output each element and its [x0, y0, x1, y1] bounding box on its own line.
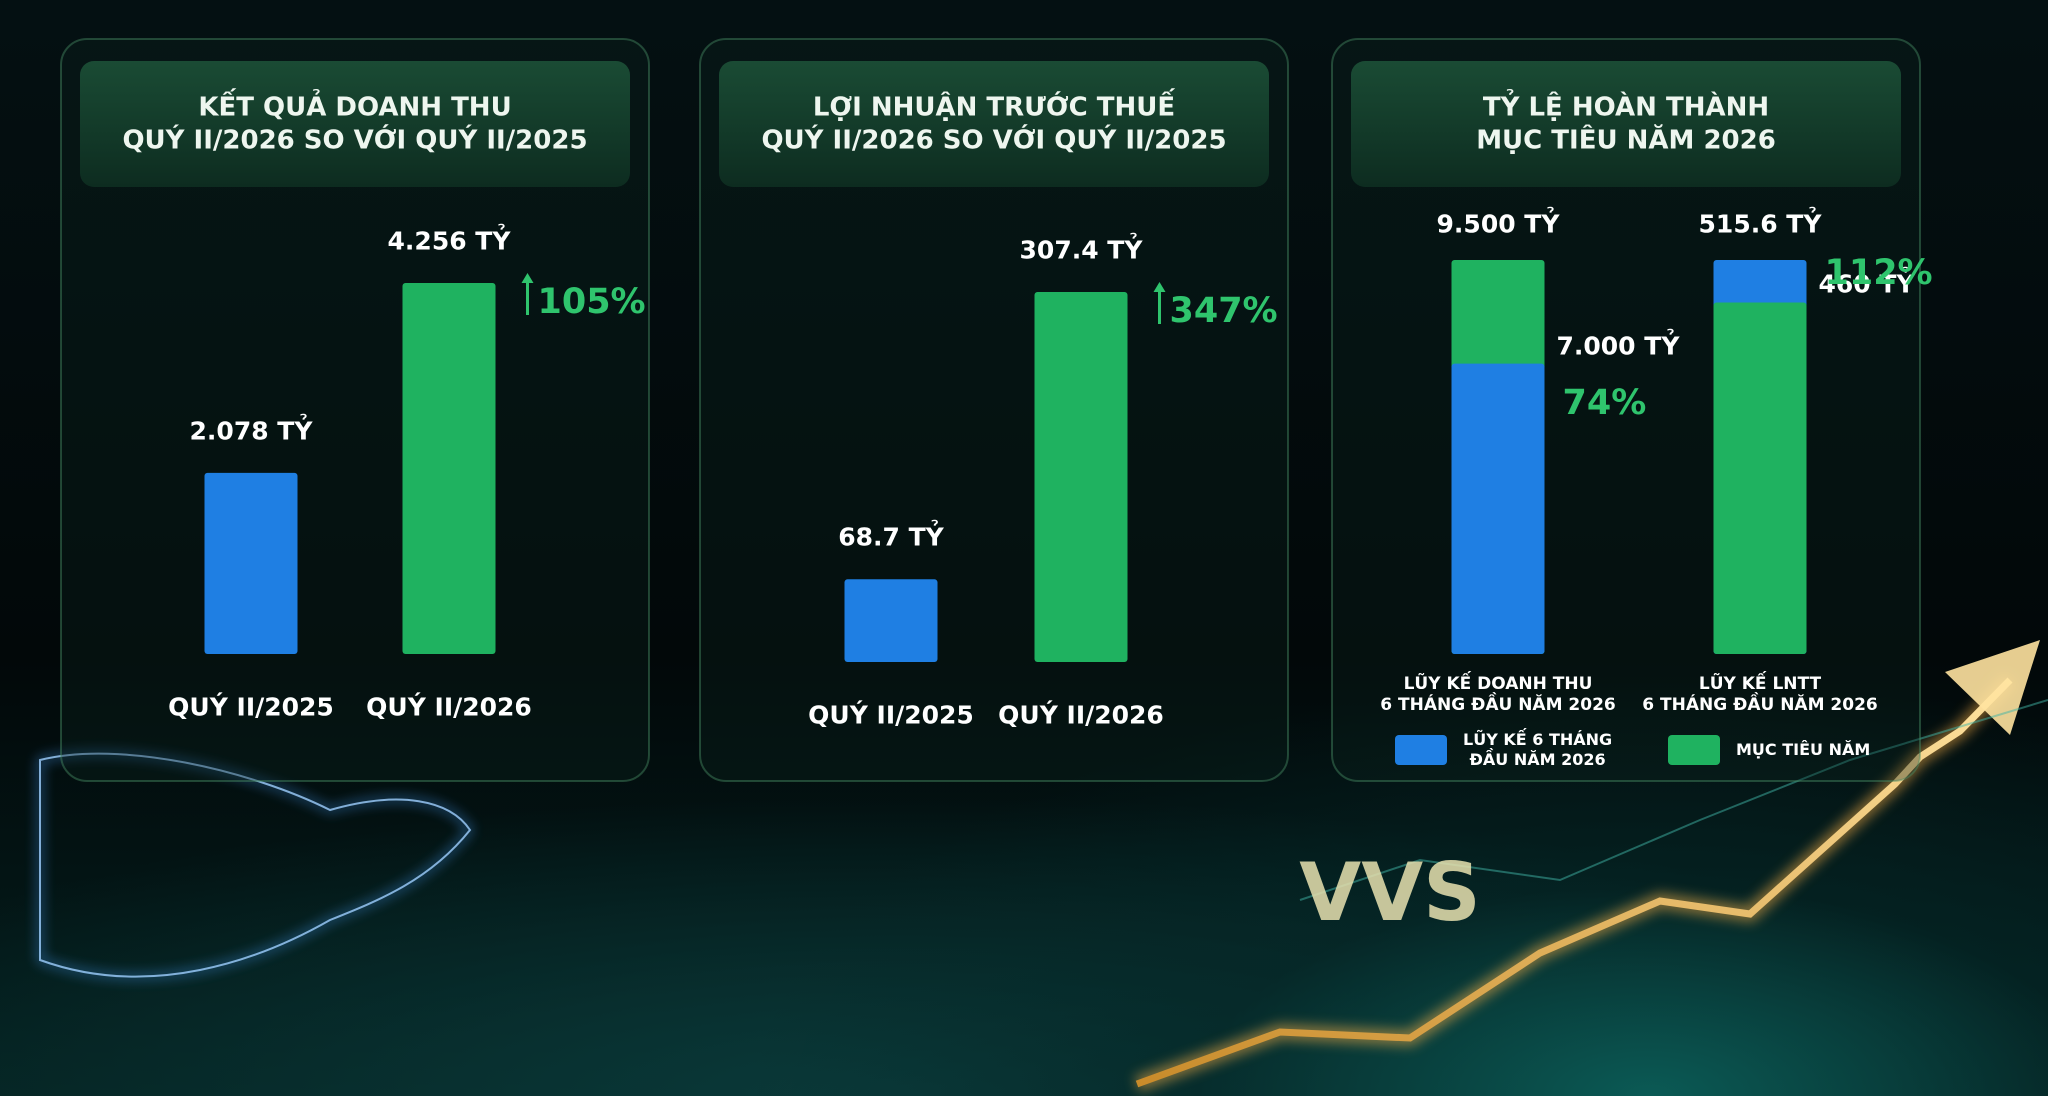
value-label: 9.500 TỶ [1436, 209, 1560, 239]
value-label: 515.6 TỶ [1698, 209, 1822, 239]
x-tick-label: QUÝ II/2025 [168, 692, 334, 722]
x-tick-label: LŨY KẾ LNTT 6 THÁNG ĐẦU NĂM 2026 [1642, 674, 1878, 716]
legend-swatch [1668, 735, 1720, 765]
change-label: 105% [537, 282, 646, 323]
chart-title: LỢI NHUẬN TRƯỚC THUẾ QUÝ II/2026 SO VỚI … [761, 92, 1227, 156]
completion-label: 74% [1562, 382, 1647, 423]
up-arrow-head [521, 273, 534, 283]
bar [1034, 292, 1128, 662]
x-tick-label: QUÝ II/2026 [998, 700, 1164, 730]
up-arrow-head [1153, 282, 1166, 292]
title-box [719, 61, 1269, 187]
x-tick-label: QUÝ II/2026 [366, 692, 532, 722]
x-tick-label: QUÝ II/2025 [808, 700, 974, 730]
value-label: 68.7 TỶ [838, 522, 944, 552]
chart-title: TỶ LỆ HOÀN THÀNH MỤC TIÊU NĂM 2026 [1476, 92, 1776, 156]
value-label: 307.4 TỶ [1019, 235, 1143, 265]
brand: VVS [1299, 846, 1481, 939]
bar [1713, 302, 1807, 654]
legend-label: MỤC TIÊU NĂM [1736, 740, 1871, 759]
value-label: 2.078 TỶ [189, 416, 313, 446]
title-box [1351, 61, 1901, 187]
legend-swatch [1395, 735, 1447, 765]
decoration [38, 640, 2048, 1092]
bar [1451, 363, 1545, 654]
x-tick-label: LŨY KẾ DOANH THU 6 THÁNG ĐẦU NĂM 2026 [1380, 674, 1616, 716]
value-label: 7.000 TỶ [1556, 331, 1680, 361]
bar [844, 579, 938, 662]
bar [204, 472, 298, 654]
legend-label: LŨY KẾ 6 THÁNG ĐẦU NĂM 2026 [1463, 730, 1613, 769]
title-box [80, 61, 630, 187]
bar [402, 283, 496, 654]
completion-label: 112% [1824, 253, 1933, 294]
chart-title: KẾT QUẢ DOANH THU QUÝ II/2026 SO VỚI QUÝ… [122, 92, 588, 156]
change-label: 347% [1169, 291, 1278, 332]
value-label: 460 TỶ [1818, 269, 1915, 299]
value-label: 4.256 TỶ [387, 226, 511, 256]
